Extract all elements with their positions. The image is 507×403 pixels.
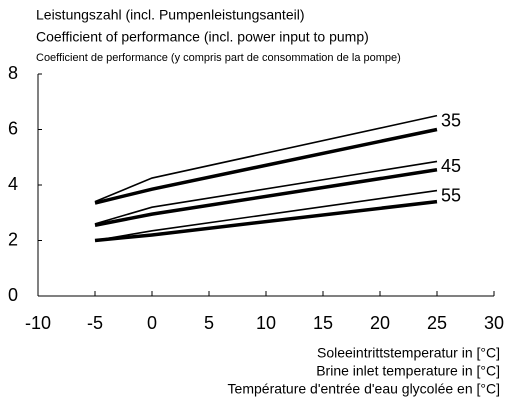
chart-title: Coefficient de performance (y compris pa… (36, 52, 401, 64)
x-tick-label: 15 (313, 313, 333, 333)
x-tick-label: 30 (484, 313, 504, 333)
series-line (94, 168, 438, 227)
annotation: 45 (441, 156, 461, 176)
y-tick-label: 8 (8, 63, 18, 83)
y-tick-label: 2 (8, 229, 18, 249)
x-axis-label: Soleeintrittstemperatur in [°C] (317, 345, 500, 361)
chart-title: Coefficient of performance (incl. power … (36, 29, 369, 45)
x-axis-label: Température d'entrée d'eau glycolée en [… (228, 381, 500, 397)
x-tick-label: 20 (370, 313, 390, 333)
y-tick-label: 0 (8, 285, 18, 305)
series-line (94, 160, 438, 225)
x-tick-label: 25 (427, 313, 447, 333)
x-tick-label: -10 (25, 313, 51, 333)
chart-title: Leistungszahl (incl. Pumpenleistungsante… (36, 7, 304, 23)
y-tick-label: 4 (8, 174, 18, 194)
annotation: 55 (441, 185, 461, 205)
series-line (94, 199, 438, 243)
x-tick-label: 5 (204, 313, 214, 333)
x-tick-label: -5 (87, 313, 103, 333)
series-line (94, 114, 438, 203)
annotation: 35 (441, 110, 461, 130)
y-tick-label: 6 (8, 118, 18, 138)
x-tick-label: 10 (256, 313, 276, 333)
x-axis-label: Brine inlet temperature in [°C] (316, 363, 500, 379)
series-line (94, 127, 438, 205)
x-tick-label: 0 (147, 313, 157, 333)
